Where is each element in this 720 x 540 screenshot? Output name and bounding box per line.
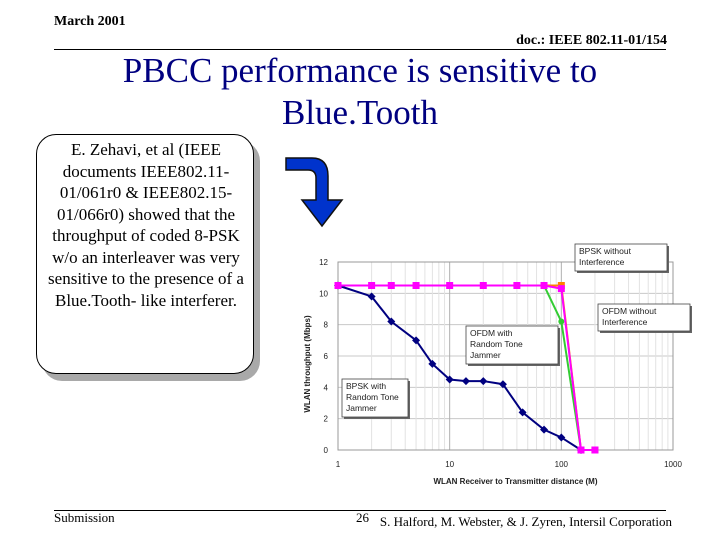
annotation-line: Jammer [470, 350, 501, 360]
data-point [577, 446, 585, 454]
annotation-box [597, 303, 691, 332]
x-tick-label: 1000 [664, 460, 682, 469]
y-tick-label: 4 [324, 383, 329, 392]
annotation-line: Jammer [346, 403, 377, 413]
annotation-line: Random Tone [470, 339, 523, 349]
data-point [367, 292, 376, 301]
data-point [513, 282, 521, 289]
annotation-line: BPSK without [579, 246, 632, 256]
annotation-line: Interference [579, 257, 625, 267]
data-point [445, 375, 454, 384]
y-axis-title: WLAN throughput (Mbps) [303, 315, 312, 413]
annotation-box [465, 325, 559, 365]
data-point [334, 282, 342, 289]
callout-text: E. Zehavi, et al (IEEE documents IEEE802… [48, 140, 244, 310]
data-point [498, 380, 507, 389]
annotation-box [341, 378, 409, 418]
annotation-text: BPSK with Random Tone Jammer [346, 381, 399, 413]
callout-box [36, 134, 254, 374]
annotation-line: OFDM with [470, 328, 513, 338]
y-tick-label: 6 [324, 352, 329, 361]
footer-submission: Submission [54, 510, 115, 525]
data-point [461, 377, 470, 386]
data-point [479, 282, 487, 289]
data-point [412, 282, 420, 289]
annotation-line: Interference [602, 317, 648, 327]
data-point [557, 433, 566, 442]
data-point [387, 282, 395, 289]
bent-arrow-icon [285, 157, 344, 228]
header-doc-id: doc.: IEEE 802.11-01/154 [516, 33, 667, 48]
data-point [428, 359, 437, 368]
throughput-chart: 0 2 4 6 8 10 12 1 10 100 1000 WLAN Receiver to Tran… [303, 243, 692, 486]
annotation-box [574, 243, 668, 272]
data-point [518, 408, 527, 417]
data-point [387, 317, 396, 326]
chart-axes [337, 261, 674, 451]
chart-series [334, 281, 599, 454]
plot-frame [337, 261, 674, 451]
header-date: March 2001 [54, 14, 126, 29]
data-point [591, 446, 599, 454]
y-tick-label: 8 [324, 321, 329, 330]
x-tick-label: 100 [555, 460, 569, 469]
annotation-text: OFDM with Random Tone Jammer [470, 328, 523, 360]
data-point [479, 377, 488, 386]
y-tick-label: 10 [319, 289, 328, 298]
data-point [558, 318, 565, 325]
slide-title: PBCC performance is sensitive to Blue.To… [122, 51, 598, 132]
footer-page-number: 26 [356, 510, 369, 525]
footer-rule [54, 510, 666, 511]
data-point [540, 425, 549, 434]
footer-authors: S. Halford, M. Webster, & J. Zyren, Inte… [379, 514, 672, 529]
x-axis-title: WLAN Receiver to Transmitter distance (M… [433, 477, 597, 486]
series-line [337, 284, 582, 451]
annotation-line: BPSK with [346, 381, 386, 391]
y-tick-label: 12 [319, 258, 328, 267]
annotation-text: OFDM without Interference [602, 306, 657, 327]
data-point [412, 336, 421, 345]
x-tick-label: 1 [336, 460, 341, 469]
y-tick-label: 0 [324, 446, 329, 455]
annotation-line: OFDM without [602, 306, 657, 316]
x-tick-label: 10 [445, 460, 454, 469]
header-rule [54, 49, 666, 50]
data-point [557, 285, 565, 293]
data-point [446, 282, 454, 289]
data-point [368, 282, 376, 289]
y-tick-label: 2 [324, 415, 329, 424]
annotation-text: BPSK without Interference [579, 246, 632, 267]
data-point [540, 282, 548, 289]
chart-labels: 0 2 4 6 8 10 12 1 10 100 1000 WLAN Receiver to Tran… [303, 258, 682, 486]
annotation-line: Random Tone [346, 392, 399, 402]
